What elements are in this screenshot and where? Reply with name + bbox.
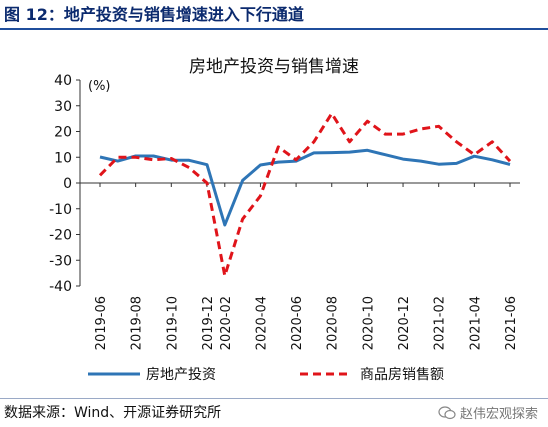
- watermark-text: 赵伟宏观探索: [459, 407, 538, 422]
- x-tick-label: 2021-04: [468, 296, 483, 350]
- x-tick-label: 2019-12: [201, 296, 216, 350]
- y-tick-label: 10: [54, 150, 72, 166]
- x-tick-label: 2020-04: [254, 296, 269, 350]
- wechat-icon: [438, 405, 456, 419]
- source-note: 数据来源：Wind、开源证券研究所: [4, 405, 222, 421]
- y-tick-label: 20: [54, 125, 72, 141]
- y-tick-label: 40: [54, 73, 72, 89]
- x-tick-label: 2021-02: [433, 296, 448, 350]
- x-tick-label: 2020-08: [326, 296, 341, 350]
- legend-label: 商品房销售额: [360, 367, 444, 383]
- x-tick-label: 2021-06: [504, 296, 519, 350]
- x-tick-label: 2020-02: [219, 296, 234, 350]
- x-tick-label: 2020-10: [361, 296, 376, 350]
- series-line-investment: [99, 148, 511, 227]
- x-tick-label: 2019-08: [130, 296, 145, 350]
- y-tick-label: 30: [54, 99, 72, 115]
- chart-title: 房地产投资与销售增速: [189, 57, 359, 77]
- legend-label: 房地产投资: [146, 367, 216, 383]
- y-tick-label: -30: [49, 253, 72, 269]
- figure-title: 图 12：地产投资与销售增速进入下行通道: [4, 5, 304, 24]
- x-tick-label: 2019-10: [165, 296, 180, 350]
- y-tick-label: 0: [63, 176, 72, 192]
- y-tick-label: -40: [49, 279, 72, 295]
- y-tick-label: -10: [49, 202, 72, 218]
- line-chart: 40 30 20 10 0 -10 -20 -30 -40 (%) 2019-06 2019-08 20…: [49, 73, 520, 383]
- watermark: 赵伟宏观探索: [438, 403, 538, 422]
- y-tick-label: -20: [49, 228, 72, 244]
- x-tick-label: 2020-06: [290, 296, 305, 350]
- y-axis-unit: (%): [88, 79, 111, 94]
- x-tick-label: 2019-06: [94, 296, 109, 350]
- title-rule: [0, 28, 548, 30]
- series-line-sales: [98, 112, 512, 278]
- x-tick-label: 2020-12: [397, 296, 412, 350]
- source-rule: [0, 398, 548, 399]
